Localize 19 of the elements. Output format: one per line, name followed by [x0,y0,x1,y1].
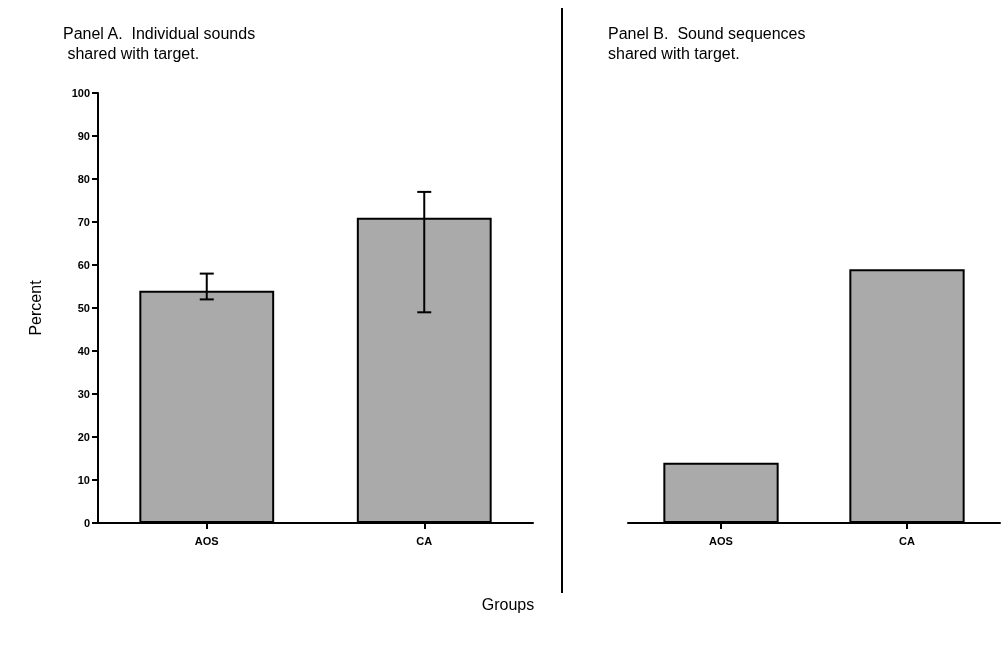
y-tick-label: 70 [77,216,90,228]
x-tick-label: AOS [194,534,219,547]
y-tick-label: 50 [77,302,90,314]
y-tick-label: 40 [77,345,90,357]
y-tick-label: 100 [71,87,90,99]
y-tick-label: 80 [77,173,90,185]
y-tick-label: 20 [77,431,90,443]
y-tick-label: 10 [77,474,90,486]
x-tick-label: AOS [709,534,733,547]
y-axis-title: Percent [26,279,44,336]
x-tick-label: CA [899,534,915,547]
chart-title: Panel B. Sound sequences shared with target. [608,24,806,62]
x-axis-title: Groups [480,596,536,614]
y-tick-label: 90 [77,130,90,142]
x-tick-label: CA [416,534,433,547]
y-tick-label: 60 [77,259,90,271]
y-tick-label: 0 [83,517,90,529]
chart-title: Panel A. Individual sounds shared with target. [63,24,256,62]
y-tick-label: 30 [77,388,90,400]
